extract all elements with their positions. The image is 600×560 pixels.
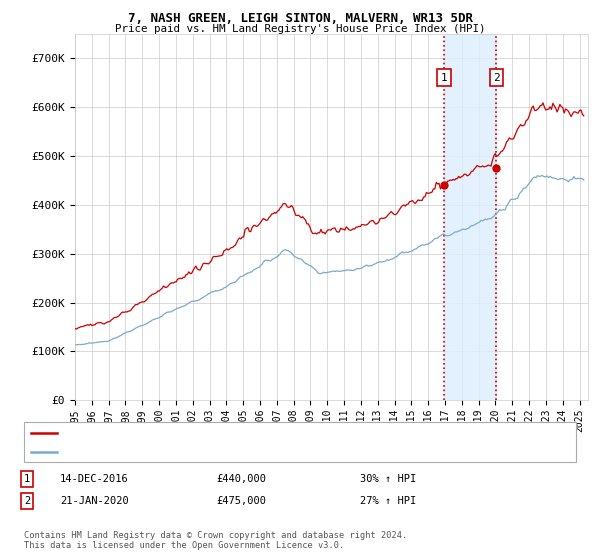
Text: 30% ↑ HPI: 30% ↑ HPI	[360, 474, 416, 484]
Text: 14-DEC-2016: 14-DEC-2016	[60, 474, 129, 484]
Bar	[444, 34, 496, 400]
Text: 21-JAN-2020: 21-JAN-2020	[60, 496, 129, 506]
Text: 7, NASH GREEN, LEIGH SINTON, MALVERN, WR13 5DR (detached house): 7, NASH GREEN, LEIGH SINTON, MALVERN, WR…	[61, 428, 431, 438]
Text: 2: 2	[24, 496, 30, 506]
Text: Price paid vs. HM Land Registry's House Price Index (HPI): Price paid vs. HM Land Registry's House …	[115, 24, 485, 34]
Text: 7, NASH GREEN, LEIGH SINTON, MALVERN, WR13 5DR: 7, NASH GREEN, LEIGH SINTON, MALVERN, WR…	[128, 12, 473, 25]
Text: Contains HM Land Registry data © Crown copyright and database right 2024.
This d: Contains HM Land Registry data © Crown c…	[24, 531, 407, 550]
Text: 27% ↑ HPI: 27% ↑ HPI	[360, 496, 416, 506]
Text: 1: 1	[441, 73, 448, 83]
Text: 2: 2	[493, 73, 500, 83]
Text: 1: 1	[24, 474, 30, 484]
Text: HPI: Average price, detached house, Malvern Hills: HPI: Average price, detached house, Malv…	[61, 447, 349, 457]
Text: £440,000: £440,000	[216, 474, 266, 484]
Text: £475,000: £475,000	[216, 496, 266, 506]
